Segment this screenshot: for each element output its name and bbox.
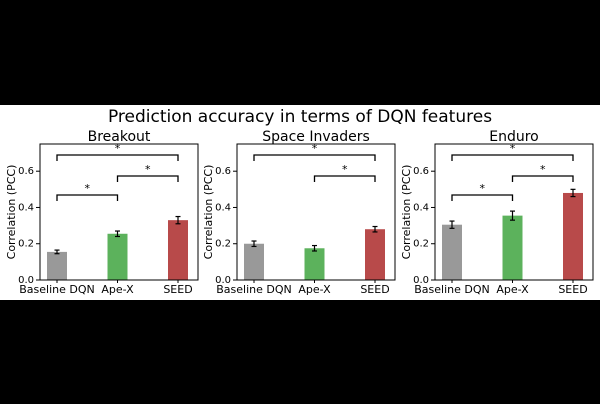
x-tick-label: SEED	[360, 283, 389, 296]
significance-bracket	[451, 154, 574, 161]
subplot-title: Enduro	[489, 129, 539, 145]
x-tick-label: Ape-X	[298, 283, 331, 296]
bar	[563, 192, 583, 280]
significance-bracket	[451, 194, 514, 201]
x-tick-label: SEED	[558, 283, 587, 296]
y-tick-label: 0.0	[18, 275, 34, 286]
bar	[304, 248, 325, 280]
significance-bracket	[253, 154, 376, 161]
y-tick-label: 0.2	[413, 239, 429, 250]
significance-bracket	[56, 154, 179, 161]
axes-frame	[434, 143, 594, 281]
bar	[168, 220, 188, 280]
significance-label: *	[115, 142, 121, 155]
significance-label: *	[540, 163, 546, 176]
x-tick-label: Baseline DQN	[414, 283, 490, 296]
y-tick-label: 0.6	[413, 166, 429, 177]
y-axis-label: Correlation (PCC)	[5, 165, 18, 260]
y-tick-label: 0.0	[215, 275, 231, 286]
significance-label: *	[342, 163, 348, 176]
significance-bracket	[56, 194, 119, 201]
bar	[502, 215, 523, 280]
bar	[47, 251, 67, 280]
significance-bracket	[313, 175, 376, 182]
subplot-title: Breakout	[88, 129, 151, 145]
y-tick-label: 0.4	[413, 202, 429, 213]
x-tick-label: Ape-X	[496, 283, 529, 296]
x-tick-label: Baseline DQN	[216, 283, 292, 296]
significance-label: *	[510, 142, 516, 155]
figure-title: Prediction accuracy in terms of DQN feat…	[108, 107, 492, 127]
y-tick-label: 0.4	[18, 202, 34, 213]
axes-frame	[236, 143, 396, 281]
y-tick-label: 0.6	[18, 166, 34, 177]
bar	[442, 224, 462, 280]
significance-label: *	[312, 142, 318, 155]
x-tick-label: Ape-X	[101, 283, 134, 296]
x-tick-label: SEED	[163, 283, 192, 296]
significance-label: *	[480, 182, 486, 195]
y-tick-label: 0.2	[215, 239, 231, 250]
bar	[107, 233, 128, 280]
y-tick-label: 0.0	[413, 275, 429, 286]
significance-label: *	[145, 163, 151, 176]
axes-frame	[39, 143, 199, 281]
y-tick-label: 0.6	[215, 166, 231, 177]
significance-bracket	[511, 175, 574, 182]
subplot-title: Space Invaders	[262, 129, 370, 145]
significance-bracket	[116, 175, 179, 182]
y-tick-label: 0.2	[18, 239, 34, 250]
y-axis-label: Correlation (PCC)	[202, 165, 215, 260]
x-tick-label: Baseline DQN	[19, 283, 95, 296]
y-tick-label: 0.4	[215, 202, 231, 213]
bar	[244, 243, 264, 280]
significance-label: *	[85, 182, 91, 195]
figure-background	[0, 105, 600, 300]
bar	[365, 229, 385, 280]
y-axis-label: Correlation (PCC)	[400, 165, 413, 260]
